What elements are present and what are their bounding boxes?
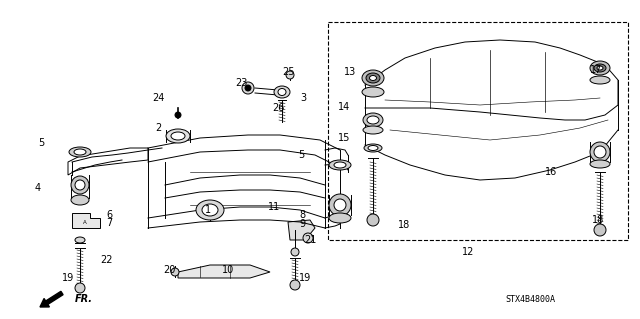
Polygon shape xyxy=(72,213,100,228)
Text: 3: 3 xyxy=(300,93,306,103)
Circle shape xyxy=(286,71,294,79)
Ellipse shape xyxy=(362,87,384,97)
Ellipse shape xyxy=(71,195,89,205)
Text: 18: 18 xyxy=(398,220,410,230)
Ellipse shape xyxy=(166,129,190,143)
Text: 20: 20 xyxy=(163,265,175,275)
Bar xyxy=(328,22,628,240)
Ellipse shape xyxy=(366,73,380,83)
Ellipse shape xyxy=(369,76,376,80)
Ellipse shape xyxy=(594,64,606,72)
Ellipse shape xyxy=(329,213,351,223)
Polygon shape xyxy=(288,220,315,240)
Ellipse shape xyxy=(329,160,351,170)
Ellipse shape xyxy=(334,162,346,168)
FancyArrow shape xyxy=(40,291,63,307)
Ellipse shape xyxy=(364,144,382,152)
Text: 23: 23 xyxy=(235,78,248,88)
Circle shape xyxy=(291,248,299,256)
Text: 12: 12 xyxy=(462,247,474,257)
Ellipse shape xyxy=(594,146,606,158)
Text: 26: 26 xyxy=(272,103,284,113)
Ellipse shape xyxy=(71,176,89,194)
Text: 14: 14 xyxy=(338,102,350,112)
Ellipse shape xyxy=(590,160,610,168)
Circle shape xyxy=(175,112,181,118)
Text: 17: 17 xyxy=(590,65,602,75)
Ellipse shape xyxy=(590,76,610,84)
Ellipse shape xyxy=(69,147,91,157)
Text: 10: 10 xyxy=(222,265,234,275)
Text: 22: 22 xyxy=(100,255,113,265)
Ellipse shape xyxy=(75,180,85,190)
Ellipse shape xyxy=(196,200,224,220)
Text: 19: 19 xyxy=(299,273,311,283)
Text: 4: 4 xyxy=(35,183,41,193)
Text: 25: 25 xyxy=(282,67,294,77)
Ellipse shape xyxy=(367,116,379,124)
Ellipse shape xyxy=(334,199,346,211)
Text: 5: 5 xyxy=(298,150,304,160)
Ellipse shape xyxy=(590,61,610,75)
Circle shape xyxy=(290,280,300,290)
Text: 6: 6 xyxy=(106,210,112,220)
Circle shape xyxy=(242,82,254,94)
Ellipse shape xyxy=(363,126,383,134)
Text: 2: 2 xyxy=(155,123,161,133)
Ellipse shape xyxy=(590,142,610,162)
Ellipse shape xyxy=(363,113,383,127)
Text: 21: 21 xyxy=(304,235,316,245)
Text: 1: 1 xyxy=(205,205,211,215)
Circle shape xyxy=(245,85,251,91)
Ellipse shape xyxy=(597,66,603,70)
Ellipse shape xyxy=(329,194,351,216)
Ellipse shape xyxy=(278,88,286,95)
Ellipse shape xyxy=(274,86,290,98)
Ellipse shape xyxy=(74,149,86,155)
Text: 7: 7 xyxy=(106,218,112,228)
Circle shape xyxy=(75,283,85,293)
Text: 13: 13 xyxy=(344,67,356,77)
Text: A: A xyxy=(83,219,87,225)
Text: 15: 15 xyxy=(338,133,350,143)
Text: 9: 9 xyxy=(299,219,305,229)
Ellipse shape xyxy=(75,237,85,243)
Circle shape xyxy=(367,214,379,226)
Ellipse shape xyxy=(362,70,384,86)
Text: FR.: FR. xyxy=(75,294,93,304)
Text: 16: 16 xyxy=(545,167,557,177)
Circle shape xyxy=(171,268,179,276)
Text: 8: 8 xyxy=(299,210,305,220)
Ellipse shape xyxy=(171,132,185,140)
Text: 18: 18 xyxy=(592,215,604,225)
Text: 11: 11 xyxy=(268,202,280,212)
Text: 19: 19 xyxy=(62,273,74,283)
Circle shape xyxy=(594,224,606,236)
Polygon shape xyxy=(178,265,270,278)
Circle shape xyxy=(303,233,313,243)
Ellipse shape xyxy=(368,145,378,151)
Text: 24: 24 xyxy=(152,93,164,103)
Text: 5: 5 xyxy=(38,138,44,148)
Text: STX4B4800A: STX4B4800A xyxy=(505,295,555,305)
Ellipse shape xyxy=(202,204,218,216)
